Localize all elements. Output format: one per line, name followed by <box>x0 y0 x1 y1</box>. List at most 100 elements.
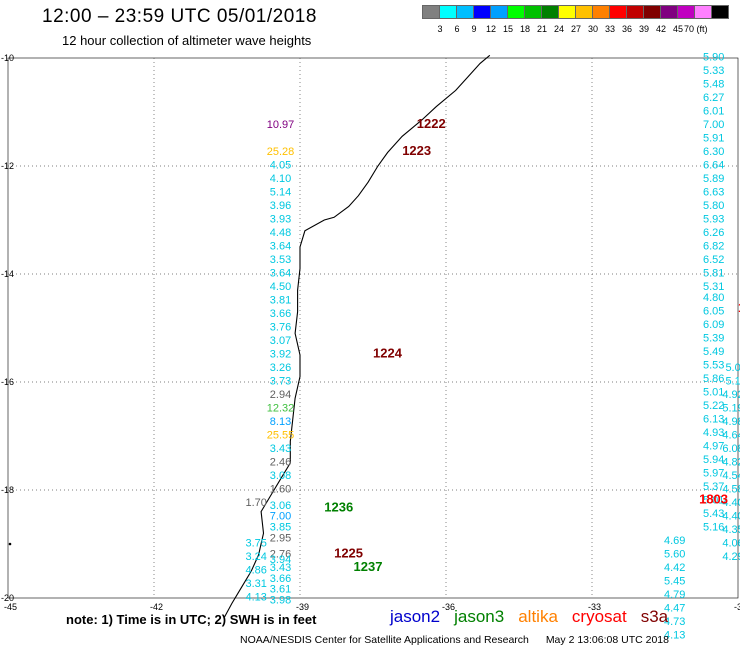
map-title: 12:00 – 23:59 UTC 05/01/2018 <box>42 6 317 27</box>
satellite-name-jason2: jason2 <box>390 607 441 626</box>
lon-tick-label: -42 <box>150 602 163 612</box>
wave-height-value: 3.85 <box>270 522 291 534</box>
orbit-number-label: 1236 <box>324 500 353 515</box>
legend-label: 45 <box>672 24 683 34</box>
wave-height-value: 4.13 <box>664 630 685 642</box>
wave-height-value: 4.29 <box>722 551 740 563</box>
wave-height-value: 5.19 <box>722 403 740 415</box>
legend-label: 9 <box>471 24 477 34</box>
lon-tick-label: -33 <box>588 602 601 612</box>
wave-height-value: 3.75 <box>245 538 266 550</box>
wave-height-value: 3.64 <box>270 268 291 280</box>
wave-height-value: 3.96 <box>270 200 291 212</box>
legend-label: 6 <box>454 24 460 34</box>
wave-height-value: 5.93 <box>703 214 724 226</box>
wave-height-value: 4.93 <box>703 427 724 439</box>
wave-height-value: 5.1 <box>725 376 740 388</box>
wave-height-value: 3.98 <box>270 594 291 606</box>
coastline-path <box>224 54 491 618</box>
wave-height-value: 6.27 <box>703 92 724 104</box>
wave-height-value: 2.94 <box>270 389 291 401</box>
orbit-number-label: 1222 <box>417 116 446 131</box>
legend-label: 36 <box>621 24 632 34</box>
footer-timestamp: May 2 13:06:08 UTC 2018 <box>545 634 669 646</box>
wave-height-value: 3.53 <box>270 254 291 266</box>
wave-height-value: 3.43 <box>270 562 291 574</box>
wave-height-value: 5.16 <box>703 522 724 534</box>
orbit-number-label: 1223 <box>402 143 431 158</box>
orbit-number-label: 1224 <box>373 346 403 361</box>
lon-tick-label: -39 <box>296 602 309 612</box>
wave-height-value: 4.80 <box>703 292 724 304</box>
wave-height-value: 8.13 <box>270 416 291 428</box>
wave-height-value: 5.45 <box>664 576 685 588</box>
wave-height-value: 4.50 <box>270 281 291 293</box>
wave-height-value: 5.33 <box>703 65 724 77</box>
wave-height-value: 4.98 <box>722 416 740 428</box>
lon-tick-label: -36 <box>442 602 455 612</box>
footer-credit: NOAA/NESDIS Center for Satellite Applica… <box>240 634 529 646</box>
orbit-number-label: 1803 <box>699 492 728 507</box>
wave-height-value: 5.22 <box>703 400 724 412</box>
legend-label: 70 (ft) <box>684 24 708 34</box>
lat-tick-label: -12 <box>1 161 14 171</box>
wave-height-value: 6.82 <box>703 241 724 253</box>
legend-label: 39 <box>638 24 649 34</box>
legend-label: 42 <box>655 24 666 34</box>
legend-label: 27 <box>570 24 581 34</box>
wave-height-value: 7.00 <box>703 119 724 131</box>
wave-height-value: 2.76 <box>270 549 291 561</box>
wave-height-value: 5.80 <box>703 200 724 212</box>
lon-tick-label: -45 <box>4 602 17 612</box>
axis-tick-labels: -10 -12 -14 -16 -18 -20-45 -42 -39 -36 -33 -30 <box>1 53 740 612</box>
wave-height-value: 5.0 <box>725 362 740 374</box>
satellite-list: jason2 jason3 altika cryosat s3a <box>390 607 682 627</box>
wave-height-value: 3.31 <box>245 578 266 590</box>
wave-height-value: 4.48 <box>270 227 291 239</box>
satellite-name-cryosat: cryosat <box>571 607 627 626</box>
wave-height-value: 3.94 <box>270 554 291 566</box>
wave-height-value: 6.52 <box>703 254 724 266</box>
wave-height-value: 4.10 <box>270 173 291 185</box>
wave-height-value: 4.13 <box>245 592 266 604</box>
wave-height-value: 5.43 <box>703 508 724 520</box>
wave-height-value: 4.06 <box>722 538 740 550</box>
wave-height-value: 3.66 <box>270 573 291 585</box>
lat-tick-label: -16 <box>1 377 14 387</box>
legend-swatch <box>711 5 729 19</box>
wave-height-value: 5.81 <box>703 268 724 280</box>
wave-height-value: 5.94 <box>703 454 724 466</box>
map-frame <box>7 57 739 599</box>
orbit-labels: 122212231224123612251237180318031195 <box>324 116 740 574</box>
wave-height-value: 5.01 <box>703 387 724 399</box>
wave-height-value: 4.92 <box>722 389 740 401</box>
legend-label: 3 <box>437 24 443 34</box>
wave-height-value: 4.54 <box>722 470 740 482</box>
wave-height-value: 4.97 <box>703 441 724 453</box>
wave-height-value: 25.55 <box>267 430 295 442</box>
island-dot <box>8 542 12 546</box>
wave-height-value: 4.40 <box>722 511 740 523</box>
wave-height-value: 2.95 <box>270 532 291 544</box>
legend-label: 30 <box>587 24 598 34</box>
wave-height-value: 4.05 <box>270 160 291 172</box>
wave-height-value: 3.66 <box>270 308 291 320</box>
wave-height-value: 10.97 <box>267 119 295 131</box>
wave-height-value: 6.09 <box>703 319 724 331</box>
wave-height-value: 3.24 <box>245 551 266 563</box>
wave-height-value: 6.64 <box>703 160 724 172</box>
wave-height-value: 3.76 <box>270 322 291 334</box>
legend-label: 33 <box>604 24 615 34</box>
wave-height-value: 4.79 <box>664 589 685 601</box>
lon-tick-label: -30 <box>734 602 740 612</box>
wave-height-value: 5.01 <box>703 495 724 507</box>
wave-height-value: 4.47 <box>664 603 685 615</box>
wave-height-value: 6.26 <box>703 227 724 239</box>
wave-height-value: 4.42 <box>664 562 685 574</box>
wave-height-value: 3.92 <box>270 349 291 361</box>
wave-height-value: 5.86 <box>703 373 724 385</box>
wave-height-value: 3.61 <box>270 584 291 596</box>
legend-label: 15 <box>502 24 513 34</box>
wave-height-value: 4.73 <box>664 616 685 628</box>
legend-label: 21 <box>536 24 547 34</box>
